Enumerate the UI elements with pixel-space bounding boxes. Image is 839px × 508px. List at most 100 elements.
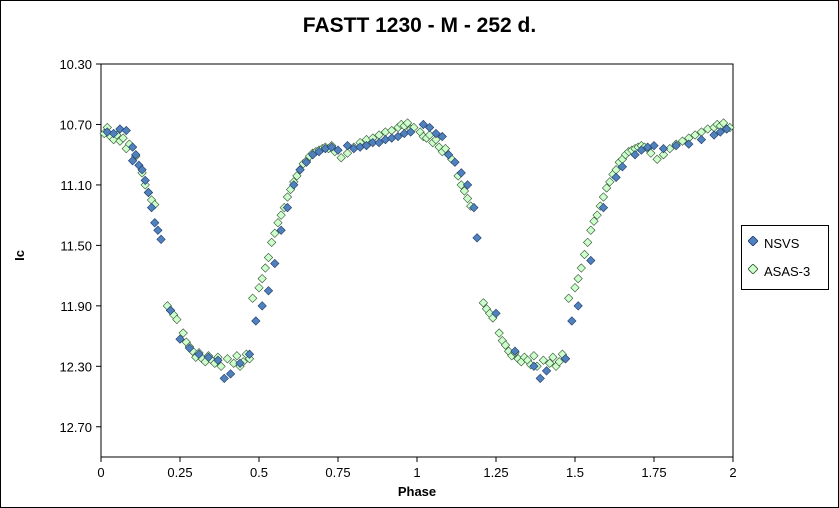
data-point: [462, 180, 473, 190]
data-point: [289, 180, 299, 190]
data-point: [709, 130, 719, 140]
data-point: [684, 139, 694, 149]
data-point: [393, 131, 403, 142]
data-point: [153, 225, 163, 235]
data-point: [696, 134, 707, 145]
y-tick-label: 11.90: [60, 299, 92, 314]
data-point: [137, 165, 147, 175]
data-point: [598, 202, 609, 213]
data-point: [459, 186, 470, 196]
data-point: [567, 316, 577, 326]
data-point: [478, 298, 488, 308]
data-point: [276, 225, 286, 235]
data-point: [333, 145, 343, 155]
data-point: [431, 128, 441, 139]
data-point: [431, 134, 441, 145]
data-point: [472, 233, 482, 243]
data-point: [545, 358, 555, 368]
data-point: [718, 118, 729, 128]
x-tick-label: 1.5: [566, 465, 584, 480]
legend-diamond-shape: [748, 264, 758, 274]
data-point: [570, 283, 580, 293]
data-point: [636, 145, 646, 155]
data-point: [677, 136, 688, 146]
data-point: [109, 128, 119, 139]
data-point: [308, 150, 318, 160]
data-point: [402, 118, 413, 128]
data-point: [213, 355, 223, 365]
data-point: [260, 263, 270, 273]
data-point: [469, 202, 479, 213]
data-point: [270, 258, 280, 269]
data-point: [301, 157, 312, 167]
data-point: [327, 142, 337, 152]
data-point: [658, 144, 669, 154]
x-tick-label: 0.25: [167, 465, 192, 480]
data-point: [194, 349, 204, 359]
data-point: [282, 192, 293, 202]
data-point: [548, 352, 558, 362]
data-point: [146, 202, 157, 213]
data-point: [649, 140, 659, 151]
data-point: [165, 305, 176, 316]
data-point: [115, 124, 125, 134]
data-point: [267, 237, 277, 247]
data-point: [244, 349, 255, 359]
data-point: [216, 361, 226, 371]
data-point: [273, 218, 283, 228]
data-point: [172, 314, 182, 325]
data-point: [342, 148, 353, 158]
data-point: [564, 293, 574, 303]
legend: NSVS ASAS-3: [741, 225, 829, 290]
data-point: [462, 193, 473, 204]
data-point: [140, 175, 150, 186]
data-point: [456, 180, 466, 190]
data-point: [314, 147, 324, 157]
data-point: [282, 202, 293, 213]
data-point: [589, 216, 599, 226]
legend-diamond-icon: [748, 264, 758, 274]
data-point: [257, 301, 267, 311]
data-point: [156, 234, 166, 244]
data-point: [586, 255, 596, 266]
data-point: [276, 210, 286, 220]
data-point: [671, 140, 681, 151]
data-point: [219, 373, 229, 384]
data-point: [576, 263, 586, 273]
data-point: [440, 144, 451, 154]
x-tick-label: 0: [97, 465, 104, 480]
data-point: [361, 140, 372, 151]
data-point: [535, 373, 545, 384]
data-point: [529, 361, 539, 371]
data-point: [573, 301, 583, 311]
data-point: [342, 140, 353, 151]
legend-label-nsvs: NSVS: [764, 236, 800, 251]
chart-title: FASTT 1230 - M - 252 d.: [302, 14, 537, 37]
data-point: [601, 183, 612, 193]
data-point: [443, 150, 454, 160]
data-point: [690, 130, 700, 140]
data-point: [184, 343, 195, 353]
data-point: [437, 131, 447, 142]
data-point: [121, 125, 131, 136]
data-point: [529, 351, 539, 361]
data-point: [292, 171, 302, 181]
data-point: [605, 177, 615, 187]
data-point: [579, 249, 590, 260]
data-point: [658, 150, 669, 160]
data-point: [178, 328, 188, 338]
y-tick-label: 12.70: [59, 420, 92, 435]
legend-diamond-shape: [748, 236, 758, 246]
data-point: [665, 144, 675, 154]
data-point: [222, 354, 233, 364]
data-point: [235, 358, 245, 368]
data-point: [232, 351, 242, 361]
series-nsvs: [102, 119, 732, 384]
x-tick-label: 2: [729, 465, 736, 480]
data-point: [494, 328, 504, 338]
x-tick-label: 1.75: [641, 465, 666, 480]
y-tick-label: 10.30: [59, 57, 92, 72]
series-asas3: [99, 118, 735, 371]
